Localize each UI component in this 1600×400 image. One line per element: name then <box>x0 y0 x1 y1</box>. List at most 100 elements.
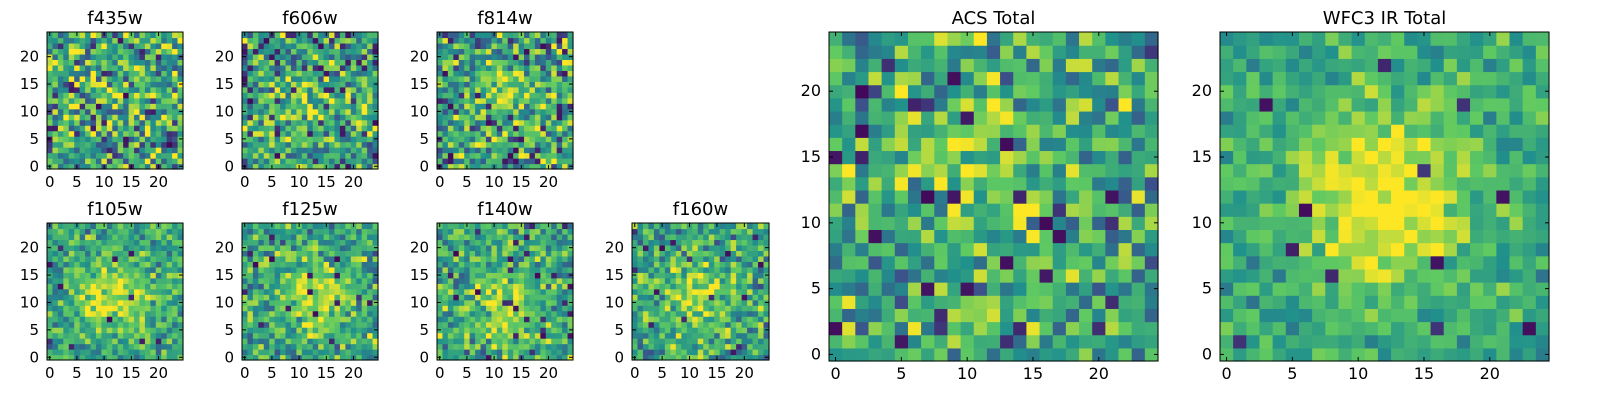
heatmap-cell <box>518 147 525 154</box>
heatmap-cell <box>155 272 162 279</box>
heatmap-cell <box>551 130 558 137</box>
x-tick-label: 15 <box>512 173 531 191</box>
heatmap-cell <box>242 310 249 317</box>
heatmap-cell <box>106 136 113 143</box>
heatmap-cell <box>469 255 476 262</box>
heatmap-cell <box>296 294 303 301</box>
heatmap-cell <box>296 97 303 104</box>
heatmap-cell <box>345 321 352 328</box>
heatmap-cell <box>529 64 536 71</box>
heatmap-cell <box>475 97 482 104</box>
heatmap-cell <box>529 53 536 60</box>
heatmap-cell <box>85 130 92 137</box>
heatmap-cell <box>529 294 536 301</box>
heatmap-cell <box>263 42 270 50</box>
heatmap-cell <box>334 103 341 110</box>
heatmap-cell <box>106 233 113 241</box>
heatmap-cell <box>534 136 541 143</box>
heatmap-cell <box>117 228 124 235</box>
heatmap-cell <box>556 305 563 312</box>
heatmap-cell <box>307 42 314 50</box>
heatmap-cell <box>973 150 988 165</box>
heatmap-cell <box>725 294 732 301</box>
heatmap-cell <box>258 332 265 339</box>
heatmap-cell <box>356 338 363 345</box>
heatmap-cell <box>518 321 525 328</box>
heatmap-cell <box>144 327 151 334</box>
heatmap-cell <box>101 310 108 317</box>
heatmap-cell <box>458 228 465 235</box>
heatmap-cell <box>79 59 86 66</box>
heatmap-cell <box>247 64 254 71</box>
heatmap-cell <box>150 288 157 295</box>
x-tick-label: 20 <box>149 364 168 382</box>
heatmap-cell <box>339 114 346 121</box>
heatmap-cell <box>670 332 677 339</box>
heatmap-cell <box>730 349 737 356</box>
heatmap-cell <box>524 266 531 273</box>
heatmap-cell <box>123 327 130 334</box>
heatmap-cell <box>1092 189 1106 204</box>
heatmap-cell <box>719 255 726 262</box>
heatmap-cell <box>973 282 988 296</box>
heatmap-cell <box>242 130 249 137</box>
heatmap-cell <box>480 321 487 328</box>
heatmap-cell <box>829 229 843 244</box>
heatmap-cell <box>247 327 254 334</box>
heatmap-cell <box>372 103 379 110</box>
heatmap-cell <box>524 261 531 268</box>
heatmap-cell <box>480 64 487 71</box>
heatmap-cell <box>507 272 514 279</box>
heatmap-cell <box>524 130 531 137</box>
heatmap-cell <box>252 75 259 82</box>
heatmap-cell <box>681 250 688 257</box>
heatmap-cell <box>681 239 688 246</box>
heatmap-cell <box>280 59 287 66</box>
heatmap-cell <box>714 244 721 251</box>
heatmap-cell <box>469 42 476 50</box>
heatmap-cell <box>562 310 569 317</box>
heatmap-cell <box>1144 295 1159 309</box>
heatmap-cell <box>491 310 498 317</box>
heatmap-cell <box>653 321 660 328</box>
heatmap-cell <box>269 64 276 71</box>
heatmap-cell <box>372 332 379 339</box>
heatmap-cell <box>453 108 460 115</box>
heatmap-cell <box>334 288 341 295</box>
heatmap-cell <box>648 261 655 268</box>
heatmap-cell <box>973 308 988 323</box>
heatmap-cell <box>263 141 270 148</box>
heatmap-cell <box>367 327 374 334</box>
heatmap-cell <box>95 64 102 71</box>
heatmap-cell <box>128 321 135 328</box>
heatmap-cell <box>513 32 520 39</box>
heatmap-cell <box>161 163 168 170</box>
heatmap-cell <box>1013 347 1027 362</box>
heatmap-cell <box>540 305 547 312</box>
heatmap-cell <box>763 321 770 328</box>
heatmap-cell <box>545 119 552 126</box>
heatmap-cell <box>562 294 569 301</box>
heatmap-cell <box>242 147 249 154</box>
heatmap-cell <box>534 305 541 312</box>
heatmap-cell <box>139 223 146 230</box>
heatmap-cell <box>534 130 541 137</box>
heatmap-cell <box>356 327 363 334</box>
heatmap-cell <box>57 97 64 104</box>
heatmap-cell <box>367 114 374 121</box>
heatmap-cell <box>513 114 520 121</box>
heatmap-cell <box>150 119 157 126</box>
heatmap-cell <box>252 163 259 170</box>
heatmap-cell <box>339 75 346 82</box>
x-tick-label: 15 <box>122 173 141 191</box>
heatmap-cell <box>540 316 547 323</box>
heatmap-cell <box>518 48 525 55</box>
heatmap-cell <box>475 48 482 55</box>
heatmap-cell <box>307 59 314 66</box>
heatmap-cell <box>242 255 249 262</box>
x-tick-label: 0 <box>435 364 445 382</box>
heatmap-cell <box>534 119 541 126</box>
heatmap-cell <box>697 233 704 241</box>
heatmap-cell <box>274 92 281 99</box>
heatmap-cell <box>868 321 883 336</box>
